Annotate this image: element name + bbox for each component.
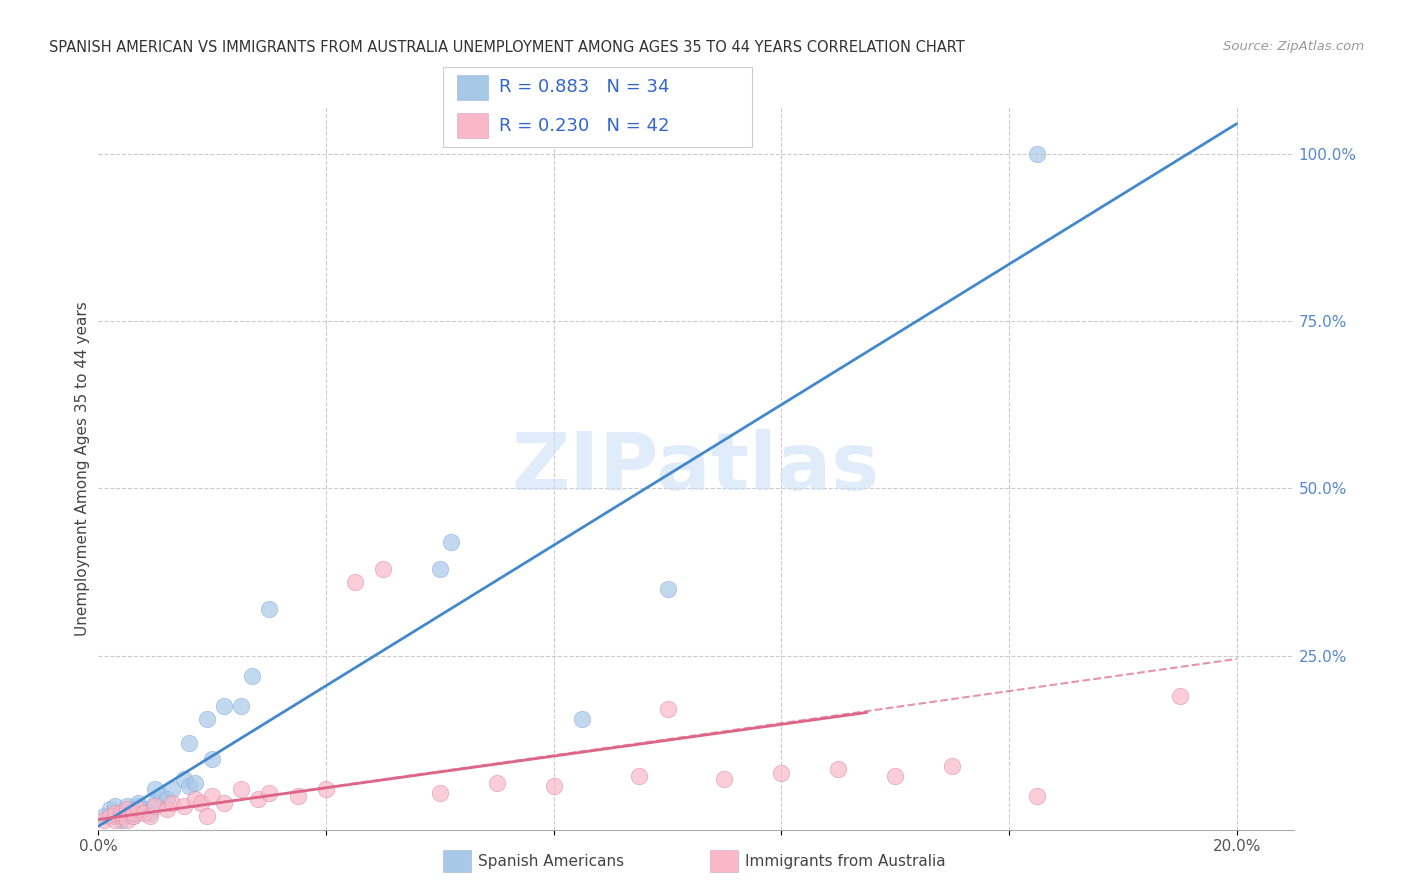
- Point: [212, 796, 235, 810]
- Point: [121, 809, 143, 823]
- Point: [429, 786, 451, 800]
- Point: [115, 813, 138, 827]
- Point: [98, 809, 121, 823]
- Point: [440, 535, 463, 549]
- Point: [162, 796, 184, 810]
- Point: [93, 813, 115, 827]
- Point: [343, 574, 366, 589]
- Point: [115, 805, 138, 820]
- Point: [257, 601, 280, 615]
- Point: [827, 762, 849, 776]
- Point: [115, 803, 138, 817]
- Point: [143, 796, 166, 810]
- Point: [571, 712, 593, 726]
- Point: [315, 782, 337, 797]
- Point: [201, 752, 224, 766]
- Point: [121, 805, 143, 820]
- Point: [121, 803, 143, 817]
- Point: [179, 779, 201, 793]
- Point: [110, 805, 132, 820]
- Point: [121, 809, 143, 823]
- Point: [1168, 689, 1191, 703]
- Point: [657, 702, 679, 716]
- Point: [93, 809, 115, 823]
- Point: [127, 799, 149, 814]
- Text: Source: ZipAtlas.com: Source: ZipAtlas.com: [1223, 40, 1364, 54]
- Point: [429, 562, 451, 576]
- Point: [132, 805, 155, 820]
- Point: [212, 698, 235, 713]
- Point: [132, 803, 155, 817]
- Point: [1026, 146, 1049, 161]
- Point: [884, 769, 907, 783]
- Point: [184, 792, 207, 806]
- Point: [156, 792, 179, 806]
- Point: [240, 669, 263, 683]
- Point: [173, 772, 195, 787]
- Point: [104, 813, 127, 827]
- Point: [150, 789, 173, 803]
- Point: [143, 782, 166, 797]
- Point: [104, 799, 127, 814]
- Point: [246, 792, 269, 806]
- Point: [184, 775, 207, 790]
- Point: [127, 796, 149, 810]
- Point: [770, 765, 793, 780]
- Point: [257, 786, 280, 800]
- Y-axis label: Unemployment Among Ages 35 to 44 years: Unemployment Among Ages 35 to 44 years: [75, 301, 90, 636]
- Point: [98, 803, 121, 817]
- Point: [485, 775, 508, 790]
- Point: [104, 805, 127, 820]
- Point: [190, 796, 212, 810]
- Point: [201, 789, 224, 803]
- Point: [229, 782, 252, 797]
- Point: [110, 809, 132, 823]
- Point: [195, 809, 218, 823]
- Text: ZIPatlas: ZIPatlas: [512, 429, 880, 508]
- Text: Immigrants from Australia: Immigrants from Australia: [745, 855, 946, 869]
- Point: [941, 759, 963, 773]
- Point: [229, 698, 252, 713]
- Point: [543, 779, 565, 793]
- Point: [1026, 789, 1049, 803]
- Point: [371, 562, 394, 576]
- Point: [138, 809, 160, 823]
- Point: [287, 789, 309, 803]
- Point: [657, 582, 679, 596]
- Point: [138, 805, 160, 820]
- Point: [127, 803, 149, 817]
- Point: [162, 782, 184, 797]
- Text: SPANISH AMERICAN VS IMMIGRANTS FROM AUSTRALIA UNEMPLOYMENT AMONG AGES 35 TO 44 Y: SPANISH AMERICAN VS IMMIGRANTS FROM AUST…: [49, 40, 965, 55]
- Point: [179, 735, 201, 749]
- Point: [173, 799, 195, 814]
- Point: [156, 803, 179, 817]
- Text: R = 0.883   N = 34: R = 0.883 N = 34: [499, 78, 669, 96]
- Point: [195, 712, 218, 726]
- Point: [104, 809, 127, 823]
- Point: [115, 799, 138, 814]
- Point: [628, 769, 651, 783]
- Text: Spanish Americans: Spanish Americans: [478, 855, 624, 869]
- Point: [143, 799, 166, 814]
- Text: R = 0.230   N = 42: R = 0.230 N = 42: [499, 117, 669, 135]
- Point: [110, 813, 132, 827]
- Point: [713, 772, 735, 787]
